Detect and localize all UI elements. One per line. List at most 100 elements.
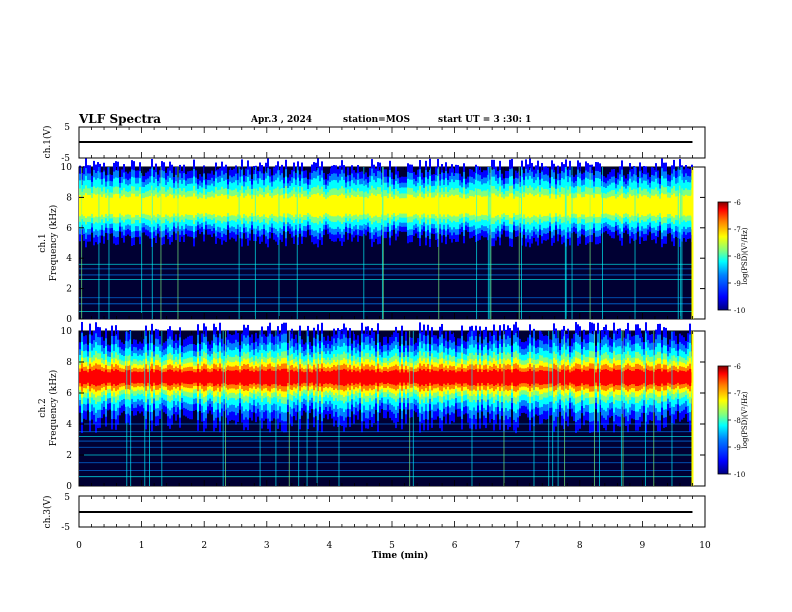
spectrogram-cell (431, 197, 433, 215)
spectrogram-cell (575, 197, 577, 215)
spectrogram-cell (411, 194, 413, 217)
spectrogram-cell (493, 193, 495, 218)
spectrogram-cell (647, 369, 649, 386)
spectrogram-cell (587, 194, 589, 217)
spectrogram-cell (107, 372, 109, 383)
spectrogram-cell (349, 197, 351, 215)
spectrogram-cell (403, 372, 405, 383)
spectrogram-cell (189, 196, 191, 215)
colorbar-tick: -7 (734, 390, 741, 398)
spectrogram-cell (451, 370, 453, 385)
ch2-ylabel-frequency: Frequency (kHz) (48, 370, 59, 447)
spectrogram-cell (607, 369, 609, 386)
spectrogram-cell (495, 370, 497, 385)
spectrogram-cell (131, 193, 133, 218)
spectrogram-cell (143, 197, 145, 214)
spectrogram-cell (523, 371, 525, 384)
spectrogram-cell (185, 197, 187, 215)
spectrogram-cell (553, 368, 555, 387)
spectrogram-cell (527, 194, 529, 217)
spectrogram-cell (669, 371, 671, 384)
spectrogram-cell (193, 193, 195, 218)
spectrogram-cell (337, 369, 339, 386)
spectrogram-cell (409, 194, 411, 217)
spectrogram-cell (569, 372, 571, 383)
spectrogram-cell (269, 368, 271, 387)
spectrogram-cell (255, 195, 257, 217)
spectrogram-cell (599, 194, 601, 217)
spectrogram-cell (327, 370, 329, 385)
spectrogram-cell (535, 371, 537, 384)
spectrogram-cell (87, 372, 89, 383)
spectrogram-cell (133, 371, 135, 384)
spectrogram-cell (309, 371, 311, 384)
ch1w-ylabel: ch.1(V) (42, 126, 53, 159)
ytick-label: 4 (66, 254, 72, 264)
colorbar-tick: -8 (734, 417, 741, 425)
spectrogram-cell (125, 370, 127, 385)
spectrogram-cell (521, 371, 523, 384)
spectrogram-cell (139, 194, 141, 218)
spectrogram-cell (239, 372, 241, 383)
spectrogram-cell (601, 369, 603, 386)
colorbar-tick: -7 (734, 226, 741, 234)
spectrogram-cell (345, 198, 347, 214)
spectrogram-cell (385, 196, 387, 216)
spectrogram-cell (569, 193, 571, 218)
spectrogram-cell (139, 371, 141, 384)
spectrogram-cell (547, 195, 549, 216)
spectrogram-cell (555, 198, 557, 214)
spectrogram-cell (227, 369, 229, 386)
spectrogram-cell (357, 370, 359, 385)
spectrogram-cell (567, 369, 569, 386)
spectrogram-cell (89, 368, 91, 387)
spectrogram-cell (419, 193, 421, 218)
spectrogram-cell (453, 370, 455, 385)
spectrogram-cell (511, 372, 513, 383)
spectrogram-cell (169, 369, 171, 386)
spectrogram-cell (557, 195, 559, 217)
spectrogram-cell (379, 194, 381, 217)
spectrogram-cell (599, 371, 601, 384)
xtick-label: 3 (264, 541, 270, 551)
ytick-label: 2 (66, 451, 72, 461)
spectrogram-cell (365, 196, 367, 215)
spectrogram-cell (367, 198, 369, 214)
spectrogram-cell (463, 194, 465, 217)
spectrogram-cell (301, 371, 303, 384)
spectrogram-cell (321, 368, 323, 387)
spectrogram-cell (123, 194, 125, 217)
spectrogram-cell (205, 198, 207, 214)
spectrogram-cell (109, 197, 111, 215)
spectrogram-cell (369, 370, 371, 385)
spectrogram-cell (357, 194, 359, 217)
spectrogram-cell (149, 370, 151, 385)
spectrogram-cell (377, 368, 379, 387)
ytick-label: 10 (61, 327, 73, 337)
spectrogram-cell (313, 194, 315, 218)
spectrogram-cell (553, 194, 555, 217)
spectrogram-cell (127, 370, 129, 385)
spectrogram-cell (279, 370, 281, 385)
spectrogram-cell (195, 196, 197, 216)
spectrogram-cell (103, 371, 105, 384)
spectrogram-cell (99, 369, 101, 386)
spectrogram-cell (213, 368, 215, 387)
spectrogram-cell (413, 372, 415, 383)
spectrogram-cell (207, 371, 209, 384)
spectrogram-cell (547, 370, 549, 385)
spectrogram-cell (407, 194, 409, 217)
spectrogram-cell (425, 193, 427, 218)
ch1-ylabel-channel: ch.1 (38, 233, 48, 252)
spectrogram-cell (161, 193, 163, 218)
spectrogram-cell (203, 368, 205, 387)
spectrogram-cell (425, 370, 427, 385)
spectrogram-cell (347, 371, 349, 384)
spectrogram-cell (307, 198, 309, 214)
spectrogram-cell (685, 194, 687, 217)
spectrogram-cell (449, 370, 451, 385)
spectrogram-cell (349, 369, 351, 386)
spectrogram-cell (291, 196, 293, 216)
spectrogram-cell (319, 195, 321, 216)
ch1w-ytick-5: 5 (64, 123, 70, 133)
